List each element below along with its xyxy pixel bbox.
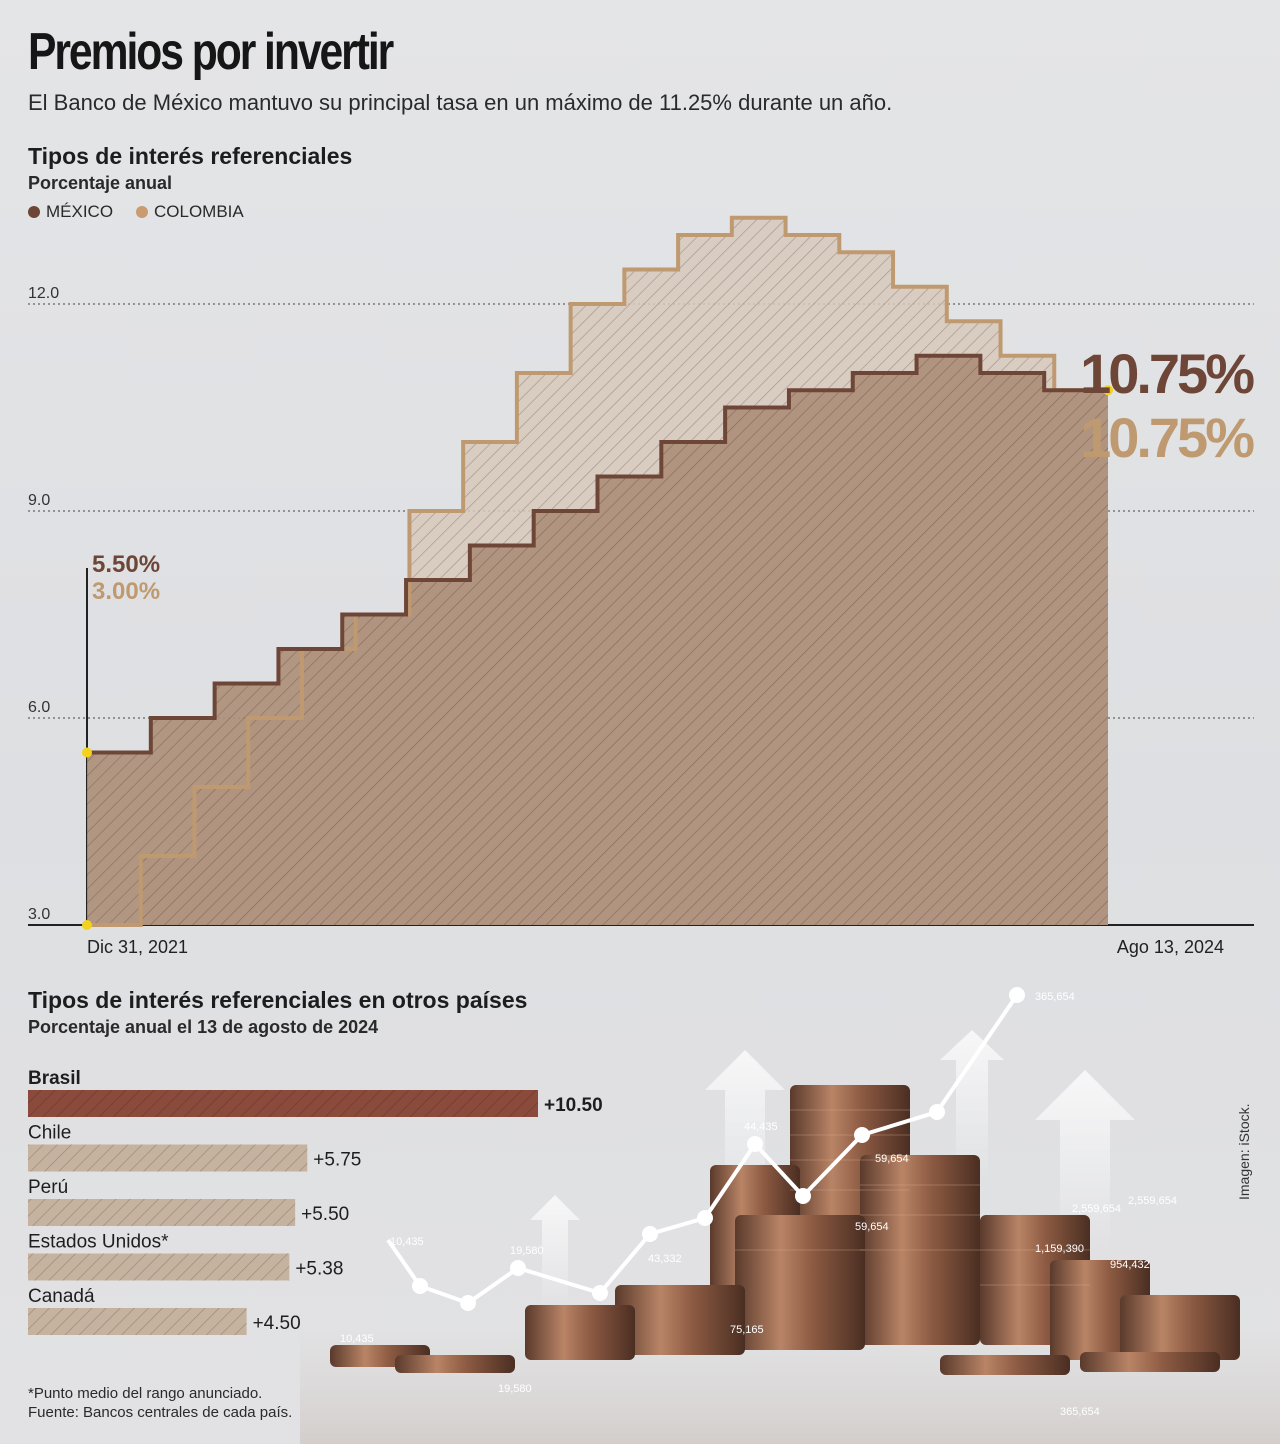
colombia-start-dot	[82, 920, 92, 930]
mexico-start-dot	[82, 747, 92, 758]
photo-number: 10,435	[340, 1333, 374, 1345]
photo-number: 59,654	[875, 1153, 909, 1165]
photo-number: 43,332	[648, 1253, 682, 1265]
photo-number: 44,435	[744, 1121, 778, 1133]
countries-bar-chart: Brasil +10.50 Chile +5.75 Perú +5.50 Estados U…	[28, 1068, 603, 1335]
bar-category-label: Perú	[28, 1177, 68, 1198]
coin-lines	[735, 1109, 1090, 1286]
mexico-area-hatch	[87, 355, 1108, 925]
chart2-title: Tipos de interés referenciales en otros …	[28, 987, 528, 1013]
photo-trend-points	[412, 987, 1025, 1311]
bar-hatch	[28, 1308, 247, 1335]
bar-hatch	[28, 1253, 290, 1281]
page-title: Premios por invertir	[28, 23, 394, 81]
bar-category-label: Brasil	[28, 1068, 81, 1089]
chart2-bars: Brasil +10.50 Chile +5.75 Perú +5.50 Estados U…	[28, 1068, 603, 1335]
legend-mexico-dot	[28, 206, 40, 218]
photo-number: 2,559,654	[1072, 1203, 1121, 1215]
photo-number: 19,580	[510, 1245, 544, 1257]
chart1-labels: 5.50%3.00% 10.75%10.75% Dic 31, 2021 Ago 13…	[82, 342, 1257, 957]
coins-photo: 10,435 19,580 43,332 44,435 59,654 59,65…	[300, 987, 1280, 1444]
x-label-start: Dic 31, 2021	[87, 937, 188, 957]
photo-number: 19,580	[498, 1383, 532, 1395]
y-tick-label: 12.0	[28, 285, 59, 302]
end-dot	[1103, 385, 1113, 396]
legend-colombia-label: COLOMBIA	[154, 202, 244, 221]
mexico-start-label: 5.50%	[92, 551, 160, 578]
bar-value-label: +5.75	[313, 1150, 361, 1171]
photo-number: 954,432	[1110, 1259, 1150, 1271]
photo-number: 75,165	[730, 1324, 764, 1336]
y-tick-label: 9.0	[28, 492, 50, 509]
colombia-line	[87, 215, 1108, 927]
chart2-subtitle: Porcentaje anual el 13 de agosto de 2024	[28, 1017, 379, 1037]
bar-category-label: Chile	[28, 1123, 71, 1144]
bar-value-label: +4.50	[253, 1313, 301, 1334]
photo-trend-line	[386, 993, 1019, 1306]
legend-colombia: COLOMBIA	[136, 202, 244, 222]
bar-hatch	[28, 1090, 538, 1117]
mexico-line	[87, 353, 1108, 755]
footnote: *Punto medio del rango anunciado. Fuente…	[28, 1384, 292, 1422]
chart1-title: Tipos de interés referenciales	[28, 143, 353, 169]
bar-category-label: Estados Unidos*	[28, 1232, 169, 1253]
bar-category-label: Canadá	[28, 1286, 95, 1307]
photo-number: 59,654	[855, 1221, 889, 1233]
bar-value-label: +10.50	[544, 1095, 603, 1116]
colombia-end-label: 10.75%	[1080, 406, 1254, 469]
colombia-start-label: 3.00%	[92, 578, 160, 605]
bar-hatch	[28, 1199, 296, 1226]
y-tick-label: 3.0	[28, 906, 50, 923]
photo-number: 2,559,654	[1128, 1195, 1177, 1207]
chart1-subtitle: Porcentaje anual	[28, 173, 173, 193]
chart1-areas	[87, 215, 1108, 927]
footnote-note: *Punto medio del rango anunciado.	[28, 1385, 263, 1402]
mexico-end-label: 10.75%	[1080, 342, 1254, 405]
rates-area-chart: 12.0 9.0 6.0 3.0 5.50%3.00% 10.75%10.75% Dic …	[28, 215, 1257, 957]
bar-hatch	[28, 1144, 308, 1172]
photo-number: 365,654	[1035, 991, 1075, 1003]
image-credit: Imagen: iStock.	[1236, 1103, 1252, 1201]
photo-numbers: 10,435 19,580 43,332 44,435 59,654 59,65…	[340, 991, 1177, 1418]
photo-number: 10,435	[390, 1236, 424, 1248]
legend-mexico: MÉXICO	[28, 202, 113, 222]
page-subtitle: El Banco de México mantuvo su principal …	[28, 90, 893, 115]
photo-number: 365,654	[1060, 1406, 1100, 1418]
bar-value-label: +5.50	[301, 1204, 349, 1225]
legend-colombia-dot	[136, 206, 148, 218]
photo-number: 1,159,390	[1035, 1243, 1084, 1255]
footnote-source: Fuente: Bancos centrales de cada país.	[28, 1404, 293, 1421]
coin-stacks	[330, 1085, 1240, 1375]
y-tick-label: 6.0	[28, 699, 50, 716]
bar-value-label: +5.38	[295, 1259, 343, 1280]
legend-mexico-label: MÉXICO	[46, 202, 114, 221]
x-label-end: Ago 13, 2024	[1117, 937, 1224, 957]
